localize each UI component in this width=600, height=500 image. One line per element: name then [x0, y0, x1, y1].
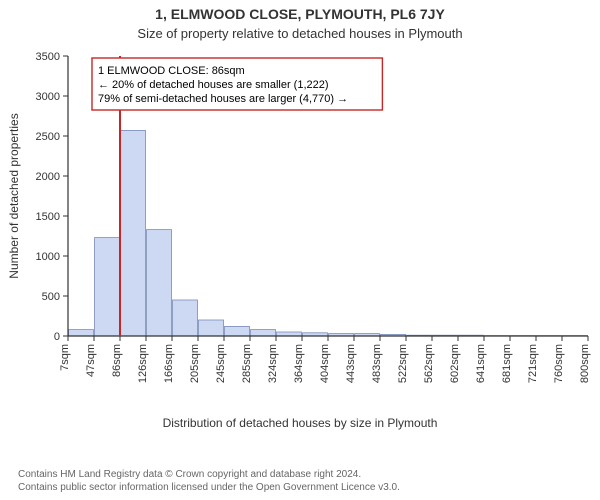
x-tick-label: 166sqm	[163, 344, 175, 383]
x-tick-label: 522sqm	[397, 344, 409, 383]
x-tick-label: 205sqm	[189, 344, 201, 383]
x-tick-label: 760sqm	[553, 344, 565, 383]
svg-text:1500: 1500	[36, 211, 60, 223]
x-tick-label: 245sqm	[215, 344, 227, 383]
histogram-bar	[147, 230, 172, 336]
info-box-line: 79% of semi-detached houses are larger (…	[98, 93, 348, 105]
x-tick-label: 602sqm	[449, 344, 461, 383]
footer-line-2: Contains public sector information licen…	[18, 482, 400, 495]
info-box-line: ← 20% of detached houses are smaller (1,…	[98, 79, 329, 91]
page: 1, ELMWOOD CLOSE, PLYMOUTH, PL6 7JY Size…	[0, 0, 600, 500]
chart-title: 1, ELMWOOD CLOSE, PLYMOUTH, PL6 7JY	[0, 6, 600, 22]
y-axis-label: Number of detached properties	[7, 113, 21, 278]
footer-line-1: Contains HM Land Registry data © Crown c…	[18, 469, 400, 482]
x-tick-label: 7sqm	[59, 344, 71, 371]
x-tick-label: 324sqm	[267, 344, 279, 383]
x-tick-label: 47sqm	[85, 344, 97, 377]
x-tick-label: 443sqm	[345, 344, 357, 383]
svg-text:500: 500	[42, 291, 60, 303]
x-tick-label: 681sqm	[501, 344, 513, 383]
attribution-footer: Contains HM Land Registry data © Crown c…	[18, 469, 400, 494]
x-tick-label: 86sqm	[111, 344, 123, 377]
histogram-bar	[251, 330, 276, 336]
histogram-chart: 0 500 1000 1500 2000 2500 3000 3500 7sqm 47sqm 86s…	[0, 46, 600, 388]
x-tick-label: 364sqm	[293, 344, 305, 383]
x-axis-label: Distribution of detached houses by size …	[0, 416, 600, 430]
x-tick-label: 721sqm	[527, 344, 539, 383]
histogram-bar	[225, 326, 250, 336]
histogram-bar	[199, 320, 224, 336]
svg-text:2000: 2000	[36, 171, 60, 183]
info-box-line: 1 ELMWOOD CLOSE: 86sqm	[98, 65, 245, 77]
chart-subtitle: Size of property relative to detached ho…	[0, 26, 600, 41]
histogram-bar	[173, 300, 198, 336]
x-tick-label: 285sqm	[241, 344, 253, 383]
x-tick-label: 483sqm	[371, 344, 383, 383]
x-tick-label: 800sqm	[579, 344, 591, 383]
x-tick-label: 562sqm	[423, 344, 435, 383]
chart-area: 0 500 1000 1500 2000 2500 3000 3500 7sqm 47sqm 86s…	[0, 46, 600, 406]
svg-text:0: 0	[54, 331, 60, 343]
svg-text:3000: 3000	[36, 91, 60, 103]
histogram-bar	[69, 330, 94, 336]
x-tick-label: 404sqm	[319, 344, 331, 383]
svg-text:1000: 1000	[36, 251, 60, 263]
x-tick-label: 641sqm	[475, 344, 487, 383]
svg-text:2500: 2500	[36, 131, 60, 143]
histogram-bar	[95, 238, 120, 336]
svg-text:3500: 3500	[36, 51, 60, 63]
x-tick-label: 126sqm	[137, 344, 149, 383]
histogram-bar	[121, 130, 146, 336]
